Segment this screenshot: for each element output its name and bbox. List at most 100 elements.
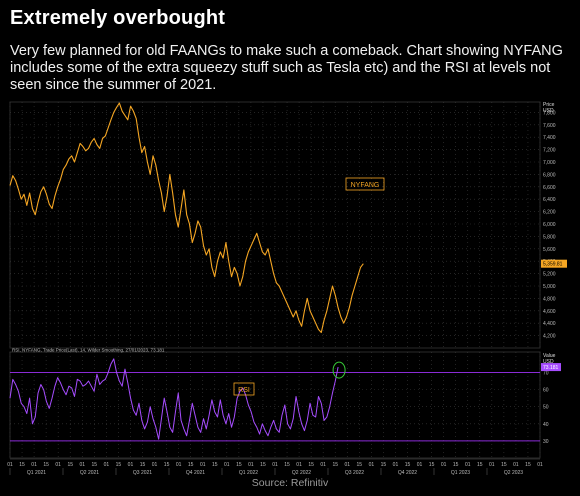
x-tick-label: 15	[308, 462, 314, 468]
x-tick-label: 15	[501, 462, 507, 468]
x-quarter-label: Q4 2022	[398, 470, 417, 476]
nyfang-label: NYFANG	[345, 177, 385, 191]
rsi-y-tick-label: 40	[543, 422, 549, 428]
x-tick-label: 15	[140, 462, 146, 468]
x-quarter-label: Q2 2021	[80, 470, 99, 476]
price-y-tick-label: 7,400	[543, 135, 556, 141]
price-grid	[9, 101, 541, 349]
highlight-circle	[332, 361, 346, 379]
rsi-y-tick-label: 60	[543, 388, 549, 394]
rsi-axis-unit: USD	[543, 359, 554, 365]
price-y-tick-label: 5,800	[543, 234, 556, 240]
x-tick-label: 15	[43, 462, 49, 468]
rsi-y-tick-label: 50	[543, 405, 549, 411]
x-tick-label: 01	[369, 462, 375, 468]
nyfang-label-box	[345, 177, 385, 191]
price-last-value-tag	[541, 259, 567, 268]
x-tick-label: 01	[7, 462, 13, 468]
price-y-tick-label: 7,600	[543, 123, 556, 129]
x-tick-label: 01	[152, 462, 158, 468]
price-y-tick-label: 4,600	[543, 309, 556, 315]
x-tick-label: 15	[332, 462, 338, 468]
x-tick-label: 01	[104, 462, 110, 468]
x-tick-label: 15	[453, 462, 459, 468]
rsi-last-value-label: 73.181	[543, 365, 559, 371]
x-tick-label: 01	[200, 462, 206, 468]
x-tick-label: 01	[344, 462, 350, 468]
source-note: Source: Refinitiv	[251, 477, 329, 489]
x-tick-label: 01	[513, 462, 519, 468]
price-y-tick-label: 7,000	[543, 160, 556, 166]
x-tick-label: 15	[260, 462, 266, 468]
rsi-last-value-tag	[541, 363, 561, 372]
rsi-legend-text: RSI, NYFANG, Trade Price(Last), 14, Wild…	[12, 348, 165, 353]
chart-labels: 5,359.81 73.181 NYFANG RSI RSI, NYFANG, Trad…	[12, 177, 567, 396]
x-tick-label: 01	[31, 462, 37, 468]
x-tick-label: 01	[296, 462, 302, 468]
price-y-tick-label: 4,400	[543, 321, 556, 327]
rsi-line	[9, 358, 339, 440]
x-tick-label: 15	[67, 462, 73, 468]
x-tick-label: 01	[128, 462, 134, 468]
x-tick-label: 15	[477, 462, 483, 468]
x-quarter-label: Q3 2021	[133, 470, 152, 476]
x-quarter-label: Q1 2022	[239, 470, 258, 476]
x-quarter-label: Q2 2023	[504, 470, 523, 476]
rsi-y-tick-label: 30	[543, 439, 549, 445]
x-tick-label: 15	[429, 462, 435, 468]
x-tick-label: 15	[116, 462, 122, 468]
nyfang-label-text: NYFANG	[351, 182, 380, 189]
price-y-tick-label: 4,800	[543, 296, 556, 302]
x-tick-label: 15	[381, 462, 387, 468]
x-tick-label: 01	[537, 462, 543, 468]
x-tick-label: 01	[224, 462, 230, 468]
x-tick-label: 01	[320, 462, 326, 468]
rsi-y-tick-label: 70	[543, 371, 549, 377]
chart: 01 15 01 15 01 15 01 15 01 15 01 15 01 15 01 15 01 15 01 15…	[7, 101, 567, 476]
rsi-label-text: RSI	[238, 387, 250, 394]
price-axis-unit: USD	[543, 108, 554, 114]
x-quarter-label: Q4 2021	[186, 470, 205, 476]
x-quarter-label: Q1 2021	[27, 470, 46, 476]
price-line-group	[9, 102, 364, 334]
rsi-axis-title: Value	[543, 353, 556, 359]
x-tick-label: 01	[441, 462, 447, 468]
x-tick-label: 01	[55, 462, 61, 468]
x-tick-label: 15	[212, 462, 218, 468]
x-tick-label: 15	[357, 462, 363, 468]
rsi-line-group	[9, 358, 339, 440]
price-y-tick-label: 6,400	[543, 197, 556, 203]
x-tick-label: 01	[489, 462, 495, 468]
price-y-tick-label: 7,800	[543, 110, 556, 116]
x-tick-label: 01	[465, 462, 471, 468]
price-y-tick-label: 4,200	[543, 334, 556, 340]
x-tick-label: 01	[417, 462, 423, 468]
price-last-value-label: 5,359.81	[543, 262, 563, 268]
x-tick-label: 01	[272, 462, 278, 468]
x-quarter-label: Q1 2023	[451, 470, 470, 476]
rsi-label-box	[233, 382, 255, 396]
rsi-label: RSI	[233, 382, 255, 396]
nyfang-price-line	[9, 102, 364, 334]
chart-axes: 01 15 01 15 01 15 01 15 01 15 01 15 01 15 01 15 01 15 01 15…	[7, 102, 556, 476]
x-tick-label: 01	[248, 462, 254, 468]
x-tick-label: 01	[79, 462, 85, 468]
x-tick-label: 15	[92, 462, 98, 468]
price-y-tick-label: 6,600	[543, 185, 556, 191]
x-tick-label: 01	[176, 462, 182, 468]
price-axis-title: Price	[543, 102, 555, 108]
x-tick-label: 15	[284, 462, 290, 468]
price-y-tick-label: 5,200	[543, 272, 556, 278]
x-tick-label: 15	[19, 462, 25, 468]
x-tick-label: 15	[525, 462, 531, 468]
price-y-tick-label: 6,200	[543, 210, 556, 216]
rsi-grid	[9, 351, 541, 459]
x-tick-label: 15	[164, 462, 170, 468]
price-y-tick-label: 6,000	[543, 222, 556, 228]
page-title: Extremely overbought	[10, 7, 226, 29]
price-y-tick-label: 5,000	[543, 284, 556, 290]
price-y-tick-label: 6,800	[543, 172, 556, 178]
x-tick-label: 15	[405, 462, 411, 468]
x-quarter-label: Q3 2022	[345, 470, 364, 476]
